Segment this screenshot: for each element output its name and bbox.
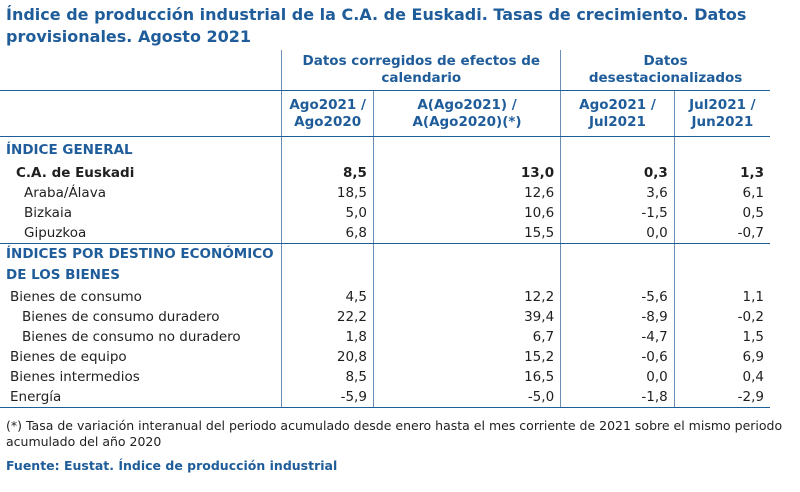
col-header: Ago2021 / Ago2020 bbox=[281, 90, 374, 137]
table-row: Bienes de consumo no duradero 1,8 6,7 -4,… bbox=[0, 327, 770, 347]
table-row: C.A. de Euskadi 8,5 13,0 0,3 1,3 bbox=[0, 162, 770, 183]
footnote: (*) Tasa de variación interanual del per… bbox=[6, 418, 783, 449]
header-blank bbox=[0, 50, 282, 91]
table-row: Gipuzkoa 6,8 15,5 0,0 -0,7 bbox=[0, 222, 770, 244]
col-header: A(Ago2021) / A(Ago2020)(*) bbox=[372, 90, 561, 137]
header-group-desestacionalizados: Datos desestacionalizados bbox=[560, 50, 770, 91]
table-row: Araba/Álava 18,5 12,6 3,6 6,1 bbox=[0, 182, 770, 203]
table-row: Bienes de consumo 4,5 12,2 -5,6 1,1 bbox=[0, 287, 770, 307]
table-title: Índice de producción industrial de la C.… bbox=[6, 5, 747, 46]
table-row: Bizkaia 5,0 10,6 -1,5 0,5 bbox=[0, 202, 770, 223]
header-group-corregidos: Datos corregidos de efectos de calendari… bbox=[281, 50, 561, 91]
section-general: ÍNDICE GENERAL bbox=[6, 141, 133, 158]
source-note: Fuente: Eustat. Índice de producción ind… bbox=[6, 458, 338, 473]
table-row: Bienes intermedios 8,5 16,5 0,0 0,4 bbox=[0, 367, 770, 387]
section-destino: ÍNDICES POR DESTINO ECONÓMICO DE LOS BIE… bbox=[6, 245, 274, 283]
col-header: Jul2021 / Jun2021 bbox=[673, 90, 770, 137]
table-row: Energía -5,9 -5,0 -1,8 -2,9 bbox=[0, 387, 770, 408]
data-table: Datos corregidos de efectos de calendari… bbox=[0, 50, 770, 408]
col-header: Ago2021 / Jul2021 bbox=[560, 90, 675, 137]
table-row: Bienes de equipo 20,8 15,2 -0,6 6,9 bbox=[0, 347, 770, 367]
table-row: Bienes de consumo duradero 22,2 39,4 -8,9… bbox=[0, 307, 770, 327]
header-blank-2 bbox=[0, 90, 282, 137]
